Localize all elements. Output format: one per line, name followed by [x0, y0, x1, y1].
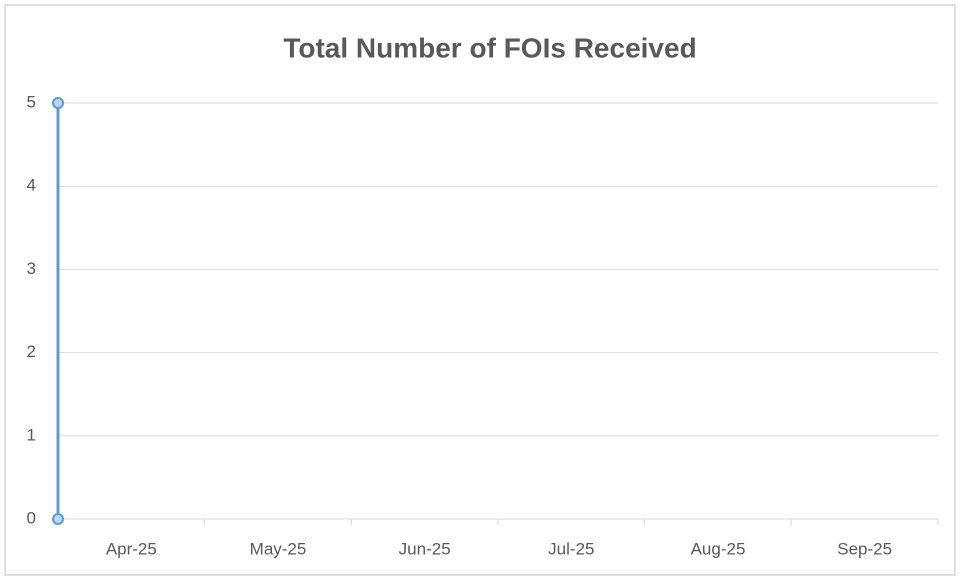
chart-border — [4, 4, 956, 576]
marker — [52, 513, 64, 525]
y-tick-label: 2 — [27, 342, 36, 361]
y-tick-label: 0 — [27, 508, 36, 527]
x-tick-label: Apr-25 — [106, 539, 157, 558]
x-tick-label: Aug-25 — [691, 539, 746, 558]
x-tick-label: May-25 — [250, 539, 307, 558]
chart-title: Total Number of FOIs Received — [283, 32, 696, 63]
y-tick-label: 5 — [27, 92, 36, 111]
x-tick-label: Sep-25 — [837, 539, 892, 558]
y-tick-label: 3 — [27, 259, 36, 278]
x-tick-label: Jul-25 — [548, 539, 594, 558]
y-tick-label: 1 — [27, 425, 36, 444]
y-tick-label: 4 — [27, 176, 36, 195]
marker — [52, 97, 64, 109]
x-tick-label: Jun-25 — [399, 539, 451, 558]
